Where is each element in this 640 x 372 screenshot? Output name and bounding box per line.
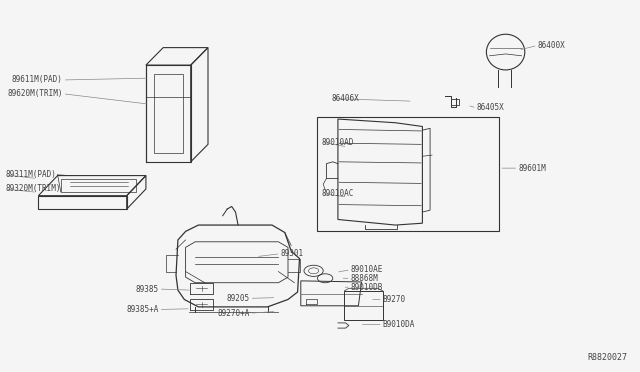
Text: 89010AC: 89010AC <box>321 189 354 198</box>
Text: 89385: 89385 <box>136 285 159 294</box>
Text: 89270+A: 89270+A <box>217 309 250 318</box>
Text: 89611M(PAD): 89611M(PAD) <box>12 76 63 84</box>
Text: 88868M: 88868M <box>351 274 378 283</box>
Text: 86406X: 86406X <box>332 94 359 103</box>
Text: 89601M: 89601M <box>518 164 546 173</box>
Text: B9010DA: B9010DA <box>383 320 415 329</box>
Text: 89320M(TRIM): 89320M(TRIM) <box>5 185 61 193</box>
Text: 89010AD: 89010AD <box>321 138 354 147</box>
Bar <box>317 117 499 231</box>
Text: R8820027: R8820027 <box>588 353 627 362</box>
Text: 89620M(TRIM): 89620M(TRIM) <box>7 89 63 98</box>
Text: 89205: 89205 <box>227 294 250 303</box>
Text: 89270: 89270 <box>383 295 406 304</box>
Text: 89311M(PAD): 89311M(PAD) <box>5 170 56 179</box>
Text: 89301: 89301 <box>280 249 303 258</box>
Text: 89385+A: 89385+A <box>126 305 159 314</box>
Text: 86405X: 86405X <box>477 103 504 112</box>
Text: 86400X: 86400X <box>538 41 565 50</box>
Text: 89010DB: 89010DB <box>351 283 383 292</box>
Text: 89010AE: 89010AE <box>351 265 383 274</box>
